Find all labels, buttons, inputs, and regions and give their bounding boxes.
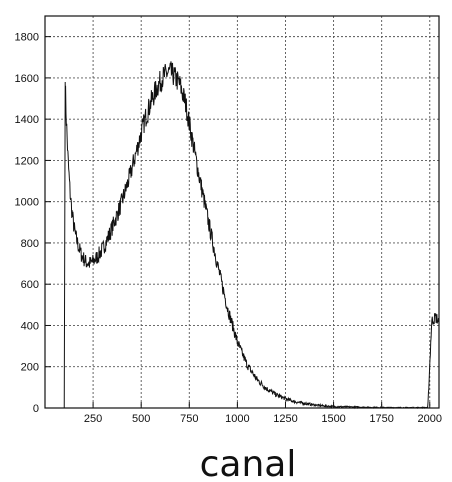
- y-tick-label: 1000: [15, 197, 39, 209]
- plot-frame: [44, 15, 440, 409]
- tick-labels: 250 500 750 1000 1250 1500 1750 2000 0 200 400 600 8…: [15, 32, 442, 425]
- y-tick-label: 200: [21, 362, 39, 374]
- gridlines: [45, 16, 439, 408]
- x-tick-label: 1250: [273, 413, 297, 425]
- y-tick-label: 1400: [15, 114, 39, 126]
- y-tick-label: 600: [21, 279, 39, 291]
- x-tick-label: 750: [180, 413, 198, 425]
- x-tick-label: 1000: [225, 413, 249, 425]
- y-tick-label: 1800: [15, 32, 39, 44]
- x-tick-label: 250: [84, 413, 102, 425]
- x-tick-label: 500: [132, 413, 150, 425]
- x-tick-label: 2000: [418, 413, 442, 425]
- x-tick-label: 1500: [321, 413, 345, 425]
- y-tick-label: 1200: [15, 155, 39, 167]
- x-tick-label: 1750: [369, 413, 393, 425]
- y-tick-label: 1600: [15, 73, 39, 85]
- y-tick-label: 0: [33, 403, 39, 415]
- x-axis-title: canal: [200, 444, 297, 482]
- y-tick-label: 800: [21, 238, 39, 250]
- series-line: [63, 61, 439, 410]
- y-tick-label: 400: [21, 320, 39, 332]
